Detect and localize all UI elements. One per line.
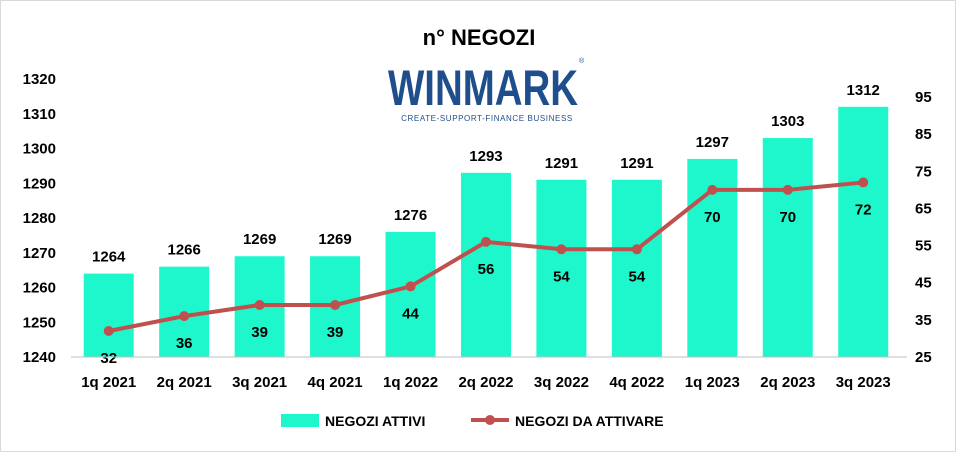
x-axis-tick-label: 3q 2022 <box>534 374 589 391</box>
chart-title: n° NEGOZI <box>423 25 536 50</box>
x-axis-tick-label: 1q 2022 <box>383 374 438 391</box>
line-value-label: 70 <box>704 209 721 226</box>
line-marker <box>405 281 416 292</box>
bar-value-label: 1303 <box>771 113 804 130</box>
left-axis-tick-label: 1320 <box>23 71 56 88</box>
legend-bar-swatch <box>281 414 319 427</box>
line-marker <box>480 236 491 247</box>
line-value-label: 54 <box>629 268 646 285</box>
left-axis-tick-label: 1290 <box>23 175 56 192</box>
winmark-logo: WINMARK ® CREATE-SUPPORT-FINANCE BUSINES… <box>388 57 585 123</box>
line-value-label: 54 <box>553 268 570 285</box>
logo-registered-mark: ® <box>579 57 585 65</box>
right-axis-tick-label: 25 <box>915 349 932 366</box>
legend-label-negozi-da-attivare: NEGOZI DA ATTIVARE <box>515 413 664 429</box>
line-marker <box>330 300 341 310</box>
bar <box>838 106 889 357</box>
bar-value-label: 1291 <box>545 155 578 172</box>
left-y-axis: 1240 1250 1260 1270 1280 1290 1300 1310 1320 <box>23 71 56 366</box>
bar-value-label: 1269 <box>318 231 351 248</box>
x-axis-tick-label: 1q 2021 <box>81 374 136 391</box>
x-axis-tick-label: 2q 2023 <box>760 374 815 391</box>
line-marker <box>782 184 793 195</box>
bar-value-label: 1264 <box>92 249 126 266</box>
left-axis-tick-label: 1250 <box>23 314 56 331</box>
bar-value-label: 1269 <box>243 231 276 248</box>
line-marker <box>254 300 265 310</box>
left-axis-tick-label: 1280 <box>23 210 56 227</box>
logo-wordmark: WINMARK <box>388 60 578 116</box>
x-axis-tick-label: 4q 2022 <box>609 374 664 391</box>
bar <box>83 273 134 357</box>
right-y-axis: 25 35 45 55 65 75 85 95 <box>915 89 932 366</box>
bar-value-label: 1291 <box>620 155 653 172</box>
line-marker <box>858 177 869 188</box>
bar-value-label: 1312 <box>847 82 880 99</box>
x-axis-tick-label: 3q 2021 <box>232 374 287 391</box>
legend-label-negozi-attivi: NEGOZI ATTIVI <box>325 413 425 429</box>
bar-value-label: 1297 <box>696 134 729 151</box>
bar <box>611 179 662 357</box>
right-axis-tick-label: 95 <box>915 89 932 106</box>
line-marker <box>103 326 114 336</box>
bar-value-label: 1266 <box>167 242 200 259</box>
right-axis-tick-label: 35 <box>915 312 932 329</box>
left-axis-tick-label: 1300 <box>23 141 56 158</box>
bar <box>385 231 436 357</box>
x-axis-tick-label: 3q 2023 <box>836 374 891 391</box>
x-axis-tick-label: 4q 2021 <box>308 374 363 391</box>
line-value-label: 44 <box>402 305 419 322</box>
right-axis-tick-label: 55 <box>915 238 932 255</box>
bar-value-label: 1293 <box>469 148 502 165</box>
line-value-label: 39 <box>251 324 268 341</box>
left-axis-tick-label: 1240 <box>23 349 56 366</box>
left-axis-tick-label: 1260 <box>23 280 56 297</box>
line-value-label: 72 <box>855 201 872 218</box>
bar <box>460 172 511 357</box>
right-axis-tick-label: 85 <box>915 126 932 143</box>
right-axis-tick-label: 75 <box>915 163 932 180</box>
left-axis-tick-label: 1310 <box>23 106 56 123</box>
right-axis-tick-label: 65 <box>915 200 932 217</box>
left-axis-tick-label: 1270 <box>23 245 56 262</box>
line-data-labels: 32 36 39 39 44 56 54 54 70 70 72 <box>100 201 871 367</box>
bar <box>762 138 813 357</box>
right-axis-tick-label: 45 <box>915 275 932 292</box>
legend-line-marker <box>485 415 495 425</box>
line-marker <box>556 244 567 255</box>
bar-series <box>83 106 889 357</box>
line-value-label: 39 <box>327 324 344 341</box>
line-marker <box>631 244 642 255</box>
logo-tagline: CREATE-SUPPORT-FINANCE BUSINESS <box>401 114 573 123</box>
x-axis-tick-label: 2q 2021 <box>157 374 212 391</box>
bar-data-labels: 1264 1266 1269 1269 1276 1293 1291 1291 1297 1303… <box>92 82 880 266</box>
line-value-label: 32 <box>100 350 117 367</box>
line-value-label: 36 <box>176 335 193 352</box>
line-series <box>103 177 869 336</box>
x-axis-tick-label: 1q 2023 <box>685 374 740 391</box>
legend: NEGOZI ATTIVI NEGOZI DA ATTIVARE <box>281 413 664 429</box>
line-value-label: 56 <box>478 261 495 278</box>
line-value-label: 70 <box>779 209 796 226</box>
line-marker <box>179 311 190 322</box>
bar <box>536 179 587 357</box>
bar-value-label: 1276 <box>394 207 427 224</box>
x-axis: 1q 2021 2q 2021 3q 2021 4q 2021 1q 2022 2q 20… <box>71 356 907 391</box>
line-marker <box>707 184 718 195</box>
x-axis-tick-label: 2q 2022 <box>458 374 513 391</box>
